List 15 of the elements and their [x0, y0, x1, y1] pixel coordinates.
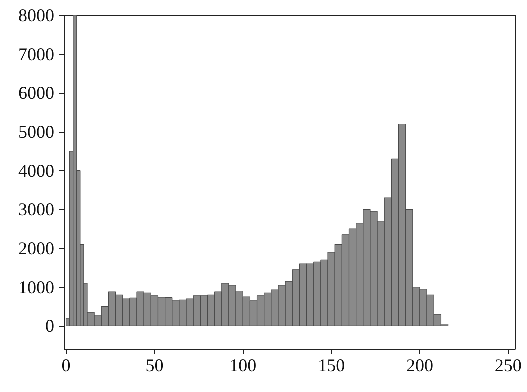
y-tick-label: 4000	[18, 160, 54, 181]
x-tick-label: 50	[146, 356, 164, 376]
x-tick-label: 250	[494, 356, 522, 376]
x-tick-label: 0	[62, 356, 71, 376]
x-tick-label: 200	[406, 356, 434, 376]
y-tick-label: 2000	[18, 238, 54, 259]
y-tick-label: 5000	[18, 122, 54, 142]
y-tick-label: 7000	[18, 44, 54, 64]
y-tick-label: 3000	[18, 200, 54, 220]
y-tick-label: 1000	[18, 277, 54, 298]
x-tick-label: 100	[230, 356, 257, 376]
y-tick-label: 8000	[18, 6, 54, 26]
y-tick-label: 0	[46, 316, 54, 336]
x-tick-label: 150	[318, 356, 346, 376]
y-tick-label: 6000	[18, 83, 54, 104]
